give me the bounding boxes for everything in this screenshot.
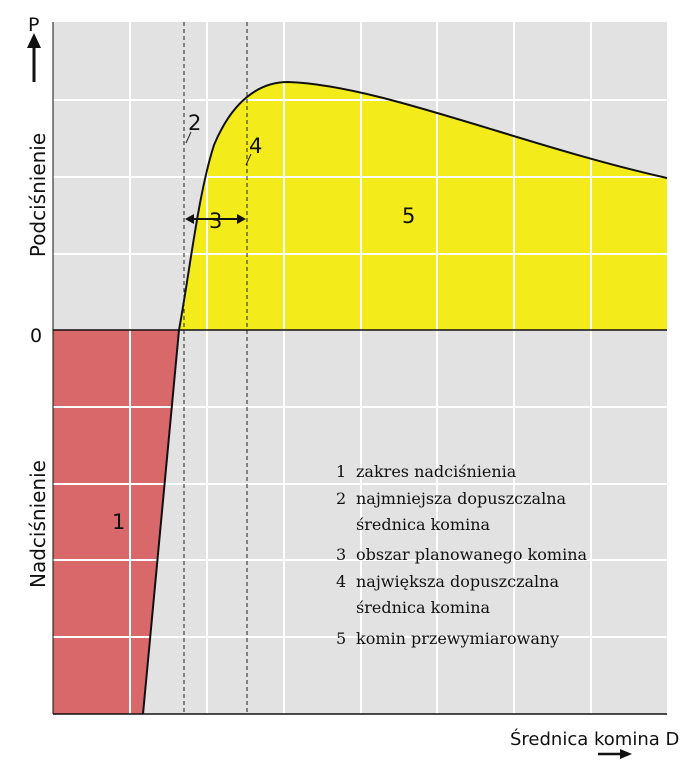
legend-text-4a: największa dopuszczalna bbox=[356, 572, 559, 591]
zero-label: 0 bbox=[30, 325, 42, 347]
legend-text-3: obszar planowanego komina bbox=[356, 545, 588, 564]
y-axis-symbol: P bbox=[28, 14, 39, 36]
draft-curve bbox=[142, 80, 668, 715]
region-label-5: 5 bbox=[402, 204, 415, 228]
legend-text-2b: średnica komina bbox=[356, 515, 491, 534]
legend-num-2: 2 bbox=[336, 489, 346, 508]
legend-num-1: 1 bbox=[336, 462, 346, 481]
legend: 1 zakres nadciśnienia 2 najmniejsza dopu… bbox=[336, 462, 588, 648]
region-label-4: 4 bbox=[249, 134, 262, 158]
legend-text-1: zakres nadciśnienia bbox=[356, 462, 517, 481]
grid bbox=[53, 22, 667, 714]
legend-num-5: 5 bbox=[336, 629, 346, 648]
region-label-2-leader bbox=[185, 131, 192, 144]
overpressure-label: Nadciśnienie bbox=[26, 460, 50, 588]
legend-text-5: komin przewymiarowany bbox=[356, 629, 559, 648]
region-label-4-leader bbox=[245, 153, 252, 166]
region-label-2: 2 bbox=[188, 111, 201, 135]
legend-text-4b: średnica komina bbox=[356, 598, 491, 617]
legend-num-4: 4 bbox=[336, 572, 346, 591]
legend-text-2a: najmniejsza dopuszczalna bbox=[356, 489, 567, 508]
y-arrow-icon bbox=[27, 33, 41, 82]
region-label-3: 3 bbox=[209, 209, 222, 233]
region-label-1: 1 bbox=[112, 510, 125, 534]
planned-range-arrow-icon bbox=[185, 214, 246, 224]
x-arrow-icon bbox=[598, 749, 632, 759]
underpressure-label: Podciśnienie bbox=[26, 133, 50, 257]
x-axis-label: Średnica komina D bbox=[510, 728, 679, 750]
overpressure-zone bbox=[53, 330, 179, 714]
oversized-zone bbox=[179, 82, 667, 330]
legend-num-3: 3 bbox=[336, 545, 346, 564]
